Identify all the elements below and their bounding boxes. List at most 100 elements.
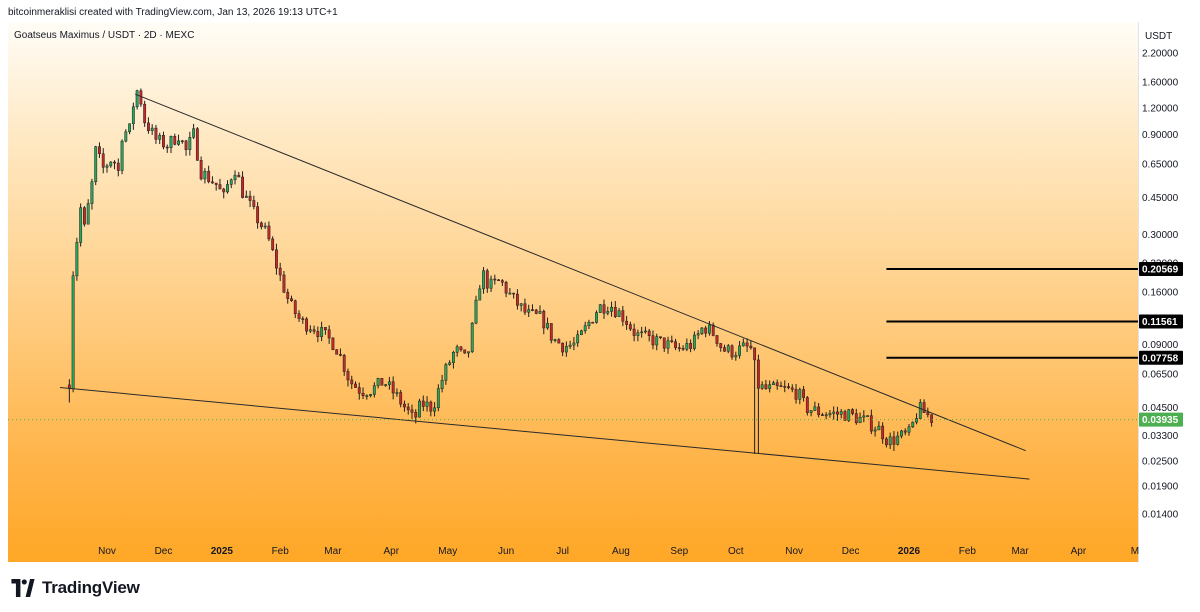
- candle: [433, 402, 436, 417]
- candle: [482, 267, 485, 294]
- candle: [824, 412, 828, 420]
- chart-credit: bitcoinmeraklisi created with TradingVie…: [8, 7, 338, 18]
- price-tick-label: 0.09000: [1142, 340, 1179, 351]
- time-tick-label: Mar: [324, 546, 342, 557]
- candle: [888, 432, 892, 449]
- candle: [350, 375, 354, 390]
- candle: [86, 199, 90, 225]
- candle: [534, 308, 538, 315]
- candle: [704, 325, 708, 338]
- candle: [531, 304, 534, 312]
- candle-body: [124, 131, 128, 142]
- candle: [387, 376, 391, 390]
- candle-body: [775, 382, 779, 387]
- candle: [911, 421, 915, 428]
- candle: [489, 275, 493, 293]
- candle-body: [331, 337, 335, 350]
- candle: [143, 100, 147, 127]
- candle-body: [884, 438, 888, 446]
- candle-body: [233, 174, 237, 181]
- candle: [301, 316, 305, 324]
- candle: [79, 203, 83, 247]
- candle-body: [357, 387, 361, 394]
- candle-body: [907, 426, 911, 433]
- candle-body: [162, 135, 165, 148]
- trendline-lower-support[interactable]: [59, 387, 1030, 480]
- candle: [595, 310, 598, 324]
- candle: [542, 309, 546, 335]
- candle-body: [666, 340, 670, 349]
- candle: [662, 337, 666, 352]
- candle-body: [79, 207, 83, 243]
- candle-body: [444, 364, 448, 381]
- candle: [564, 341, 568, 357]
- candle: [918, 399, 922, 420]
- candle: [598, 303, 602, 313]
- candle: [790, 384, 794, 393]
- candle: [858, 412, 862, 424]
- candle: [128, 123, 132, 135]
- candle: [915, 413, 918, 425]
- candle-body: [817, 406, 821, 415]
- candle-body: [109, 161, 113, 167]
- candle: [308, 325, 312, 334]
- price-axis[interactable]: [1138, 22, 1193, 562]
- candle-body: [602, 304, 606, 314]
- candle-body: [704, 327, 708, 334]
- candle: [470, 322, 474, 354]
- candle-body: [911, 421, 915, 428]
- candle-body: [211, 181, 214, 184]
- candle-body: [873, 429, 877, 432]
- candle-body: [346, 371, 350, 381]
- candle-body: [131, 106, 135, 124]
- candle-body: [542, 311, 546, 329]
- candle: [708, 320, 711, 336]
- candle-body: [101, 153, 105, 168]
- candle-body: [659, 336, 662, 338]
- candle-body: [339, 354, 342, 356]
- candle-body: [738, 345, 741, 356]
- time-tick-label: May: [438, 546, 457, 557]
- level-price-badge: 0.11561: [1139, 314, 1183, 329]
- candle-body: [399, 392, 403, 405]
- candle-body: [316, 331, 320, 337]
- candle-body: [244, 195, 248, 198]
- candle-body: [158, 135, 162, 140]
- candle: [587, 319, 591, 329]
- candle: [429, 400, 433, 417]
- trendline-upper-resistance[interactable]: [135, 93, 1026, 452]
- candle-body: [387, 381, 391, 385]
- price-tick-label: 0.01400: [1142, 509, 1179, 520]
- brand-footer[interactable]: TradingView: [10, 577, 140, 599]
- candle-body: [165, 146, 169, 149]
- candle: [478, 284, 482, 301]
- candle: [497, 279, 501, 281]
- candle-body: [113, 161, 116, 164]
- candle: [692, 331, 696, 351]
- time-tick-label: Nov: [785, 546, 803, 557]
- candle: [98, 142, 101, 158]
- candle-body: [308, 329, 312, 332]
- candle: [135, 89, 139, 110]
- candle-body: [764, 384, 768, 389]
- candle-body: [647, 330, 651, 336]
- candle: [869, 409, 873, 435]
- candle-body: [207, 170, 211, 183]
- candle: [621, 306, 625, 327]
- price-tick-label: 0.30000: [1142, 230, 1179, 241]
- candle: [278, 262, 282, 282]
- candle: [418, 398, 421, 418]
- candle: [463, 349, 467, 354]
- candle: [549, 323, 553, 344]
- candle-body: [824, 414, 828, 417]
- candle-body: [323, 327, 327, 331]
- candle-body: [436, 388, 440, 409]
- candle-body: [98, 146, 101, 154]
- candle: [625, 315, 629, 330]
- candle: [839, 409, 843, 419]
- price-tick-label: 0.06500: [1142, 369, 1179, 380]
- candle-body: [836, 411, 839, 415]
- candle-body: [632, 328, 636, 336]
- candle: [519, 303, 523, 312]
- candle-body: [515, 293, 519, 306]
